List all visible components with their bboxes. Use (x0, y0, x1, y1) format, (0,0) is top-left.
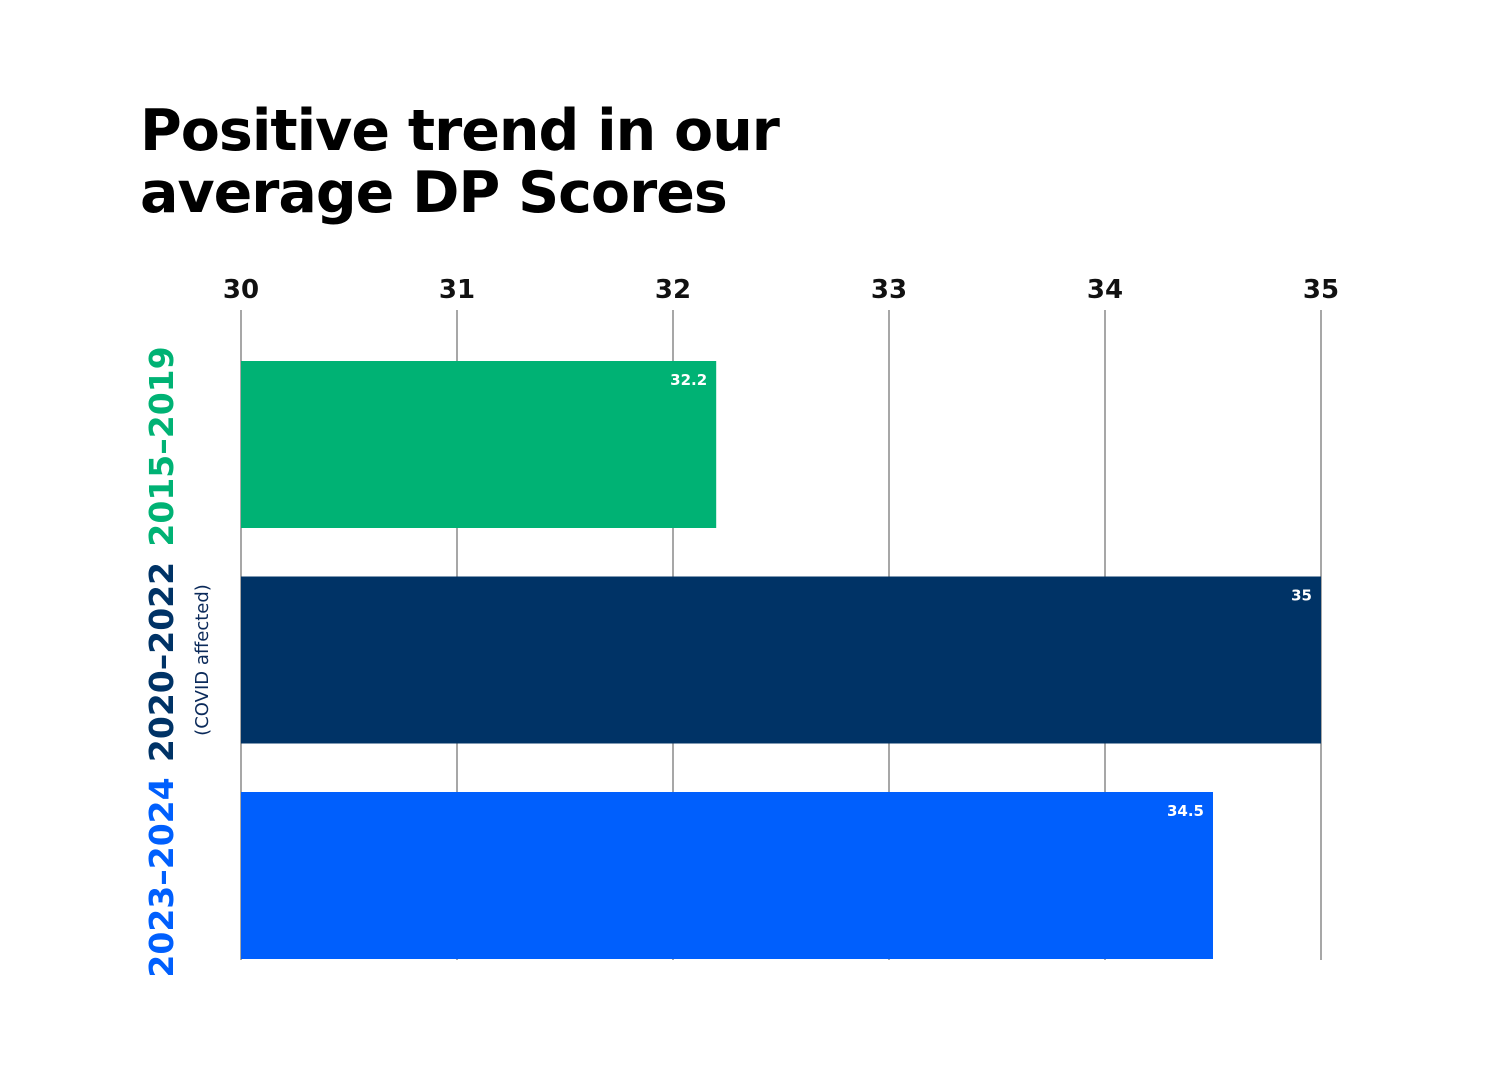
chart-title-line-1: Positive trend in our (140, 98, 780, 164)
x-tick-label-33: 33 (871, 275, 907, 305)
category-label-2020–2022: 2020–2022 (142, 562, 181, 762)
category-label-2015–2019: 2015–2019 (142, 346, 181, 546)
bar-2020–2022 (241, 576, 1321, 744)
bar-2023–2024 (241, 792, 1213, 959)
x-axis-tick-labels: 30 31 32 33 34 35 (223, 275, 1339, 305)
bar-2015–2019 (241, 361, 717, 528)
x-tick-label-34: 34 (1087, 275, 1123, 305)
chart-title: Positive trend in our average DP Scores (140, 98, 780, 226)
category-labels: 2015–2019 2020–2022 (COVID affected) 2023–2… (142, 346, 213, 977)
value-label-2015–2019: 32.2 (670, 371, 707, 389)
x-tick-label-35: 35 (1303, 275, 1339, 305)
category-note-2020–2022: (COVID affected) (192, 584, 213, 736)
x-tick-label-32: 32 (655, 275, 691, 305)
category-label-2023–2024: 2023–2024 (142, 777, 181, 977)
x-tick-label-30: 30 (223, 275, 259, 305)
value-label-2020–2022: 35 (1291, 587, 1312, 605)
bars: 32.2 35 34.5 (241, 361, 1321, 959)
value-label-2023–2024: 34.5 (1167, 802, 1204, 820)
x-tick-label-31: 31 (439, 275, 475, 305)
chart-title-line-2: average DP Scores (140, 160, 728, 226)
